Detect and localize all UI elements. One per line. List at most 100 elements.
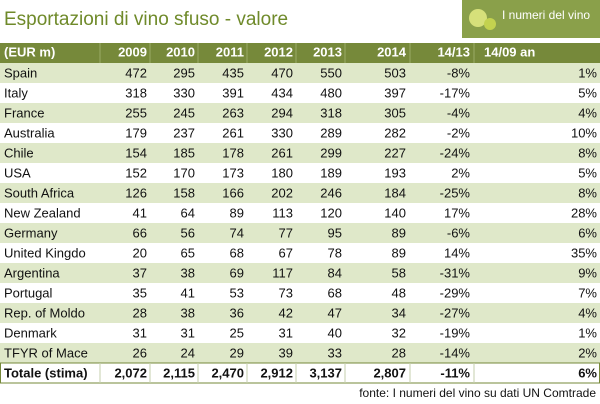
cell: Denmark	[4, 325, 57, 340]
row-bg	[0, 63, 600, 83]
cell: 179	[125, 125, 147, 140]
cell: 37	[133, 265, 147, 280]
cell: 10%	[571, 125, 597, 140]
cell: 66	[133, 225, 147, 240]
header-cell: 14/13	[437, 44, 470, 59]
cell: 8%	[578, 185, 597, 200]
cell: 289	[320, 125, 342, 140]
total-bg	[0, 362, 600, 384]
cell: Argentina	[4, 265, 60, 280]
cell: 5%	[578, 165, 597, 180]
cell: 480	[320, 85, 342, 100]
cell: 154	[125, 145, 147, 160]
cell: 69	[230, 265, 244, 280]
cell: -4%	[447, 105, 471, 120]
row-bg	[0, 203, 600, 223]
cell: 68	[328, 285, 342, 300]
cell: 2%	[578, 345, 597, 360]
cell: 255	[125, 105, 147, 120]
cell: -17%	[440, 85, 471, 100]
cell: 47	[328, 305, 342, 320]
row-bg	[0, 223, 600, 243]
cell: 31	[279, 325, 293, 340]
cell: 1%	[578, 65, 597, 80]
header-cell: 2012	[264, 44, 293, 59]
cell: 472	[125, 65, 147, 80]
cell: 67	[279, 245, 293, 260]
header-cell: 2010	[166, 44, 195, 59]
header-cell: 2011	[216, 44, 244, 59]
total-cell: -11%	[440, 365, 470, 380]
cell: 74	[230, 225, 244, 240]
cell: 36	[230, 305, 244, 320]
cell: 95	[328, 225, 342, 240]
cell: 48	[392, 285, 406, 300]
cell: 26	[133, 345, 147, 360]
cell: 35%	[571, 245, 597, 260]
cell: 126	[125, 185, 147, 200]
header-cell: (EUR m)	[4, 44, 55, 59]
cell: 39	[279, 345, 293, 360]
cell: -6%	[447, 225, 471, 240]
cell: 73	[279, 285, 293, 300]
cell: 40	[328, 325, 342, 340]
cell: 20	[133, 245, 147, 260]
cell: 178	[222, 145, 244, 160]
cell: 5%	[578, 85, 597, 100]
cell: 170	[173, 165, 195, 180]
total-cell: 3,137	[309, 365, 342, 380]
cell: 65	[181, 245, 195, 260]
cell: 330	[173, 85, 195, 100]
header-cell: 2013	[313, 44, 342, 59]
cell: 31	[181, 325, 195, 340]
cell: 38	[181, 305, 195, 320]
cell: 28%	[571, 205, 597, 220]
cell: 391	[222, 85, 244, 100]
cell: 550	[320, 65, 342, 80]
cell: 41	[133, 205, 147, 220]
cell: 34	[392, 305, 406, 320]
logo-icon	[469, 9, 487, 27]
total-cell: Totale (stima)	[4, 365, 88, 380]
cell: 53	[230, 285, 244, 300]
row-bg	[0, 283, 600, 303]
cell: -31%	[440, 265, 471, 280]
row-bg	[0, 83, 600, 103]
cell: 2%	[451, 165, 470, 180]
row-bg	[0, 343, 600, 363]
cell: 6%	[578, 225, 597, 240]
cell: 318	[125, 85, 147, 100]
cell: 184	[384, 185, 406, 200]
cell: 397	[384, 85, 406, 100]
cell: 246	[320, 185, 342, 200]
cell: 140	[384, 205, 406, 220]
cell: Chile	[4, 145, 34, 160]
total-cell: 2,470	[211, 365, 244, 380]
cell: 295	[173, 65, 195, 80]
cell: 68	[230, 245, 244, 260]
cell: 185	[173, 145, 195, 160]
cell: 261	[271, 145, 293, 160]
cell: 17%	[444, 205, 470, 220]
title: Esportazioni di vino sfuso - valore	[4, 9, 288, 30]
cell: 113	[272, 205, 293, 220]
cell: 1%	[578, 325, 597, 340]
row-bg	[0, 183, 600, 203]
header-cell: 2014	[377, 44, 407, 59]
cell: 77	[279, 225, 293, 240]
cell: 41	[181, 285, 195, 300]
cell: -25%	[440, 185, 471, 200]
cell: 166	[222, 185, 244, 200]
cell: -24%	[440, 145, 471, 160]
cell: New Zealand	[4, 205, 81, 220]
cell: Germany	[4, 225, 58, 240]
row-bg	[0, 303, 600, 323]
total-cell: 2,115	[163, 365, 195, 380]
cell: Australia	[4, 125, 55, 140]
cell: 245	[173, 105, 195, 120]
row-bg	[0, 103, 600, 123]
cell: 89	[392, 225, 406, 240]
cell: 14%	[444, 245, 470, 260]
cell: 7%	[578, 285, 597, 300]
cell: 158	[173, 185, 195, 200]
